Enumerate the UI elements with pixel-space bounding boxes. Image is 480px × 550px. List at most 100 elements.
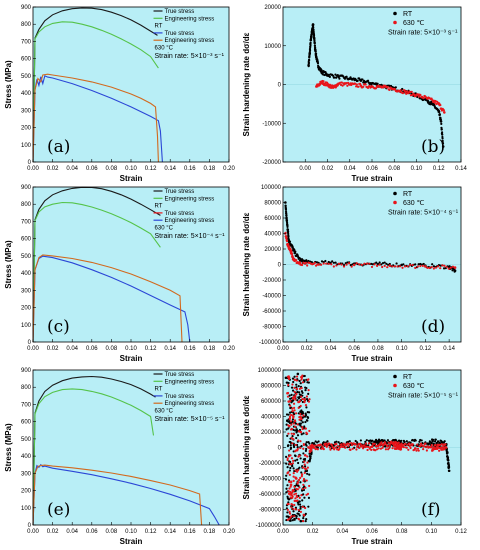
x-axis-label: True strain (352, 537, 393, 546)
data-point (292, 459, 295, 462)
data-point (446, 451, 449, 454)
data-point (413, 93, 416, 96)
x-tick-label: 0.12 (455, 529, 467, 535)
data-point (424, 442, 427, 445)
data-point (444, 446, 448, 449)
data-point (299, 413, 302, 416)
data-point (309, 44, 312, 47)
data-point (400, 442, 403, 445)
data-point (298, 514, 301, 517)
data-point (388, 88, 391, 92)
data-point (443, 448, 446, 451)
data-point (295, 392, 298, 396)
data-point (309, 45, 312, 48)
x-tick-label: 0.14 (455, 166, 467, 172)
data-point (285, 236, 288, 239)
y-axis-label: Strain hardening rate dσ/dε (242, 212, 251, 316)
data-point (290, 393, 293, 396)
x-tick-label: 0.20 (223, 529, 235, 535)
data-point (299, 519, 303, 523)
data-point (289, 397, 292, 400)
data-point (287, 381, 290, 385)
data-point (296, 495, 299, 499)
data-point (405, 446, 408, 449)
data-point (354, 443, 357, 446)
x-axis-label: Strain (120, 354, 143, 363)
x-tick-label: 0.04 (66, 166, 78, 172)
data-point (370, 262, 373, 265)
data-point (302, 432, 305, 435)
plot-area (33, 370, 229, 525)
y-axis-label: Strain hardening rate dσ/dε (242, 395, 251, 499)
data-point (430, 265, 433, 269)
data-point (313, 444, 316, 447)
y-tick-label: 800 (21, 202, 32, 208)
data-point (327, 442, 331, 445)
data-point (345, 75, 348, 78)
data-point (411, 263, 414, 267)
data-point (304, 506, 307, 510)
data-point (362, 447, 365, 450)
series-line-2 (32, 255, 191, 343)
data-point (331, 74, 335, 77)
data-point (303, 514, 306, 517)
data-point (447, 466, 451, 469)
plot-area (33, 187, 229, 342)
x-axis-label: True strain (352, 354, 393, 363)
data-point (291, 442, 294, 445)
x-tick-label: 0.10 (125, 346, 137, 352)
data-point (293, 518, 296, 521)
data-point (306, 472, 309, 475)
data-point (301, 473, 304, 476)
data-point (426, 266, 429, 269)
data-point (300, 387, 303, 390)
data-point (286, 511, 289, 514)
data-point (362, 85, 365, 88)
data-point (286, 434, 289, 437)
data-point (289, 404, 292, 407)
data-point (440, 131, 444, 134)
data-point (298, 391, 301, 394)
y-tick-label: -20000 (262, 278, 281, 284)
data-point (299, 481, 302, 484)
data-point (304, 420, 307, 424)
data-point (370, 448, 373, 451)
data-point (292, 402, 296, 405)
data-point (393, 265, 396, 268)
data-point (302, 519, 305, 523)
data-point (335, 76, 338, 79)
data-point (286, 466, 289, 469)
data-point (400, 439, 403, 442)
data-point (296, 458, 299, 461)
data-point (296, 390, 299, 394)
data-point (301, 426, 304, 429)
data-point (326, 440, 329, 443)
data-point (411, 443, 414, 446)
data-point (286, 508, 289, 511)
data-point (294, 489, 297, 492)
data-point (441, 137, 444, 140)
data-point (438, 110, 441, 113)
x-tick-label: 0.08 (396, 529, 408, 535)
data-point (441, 264, 444, 267)
data-point (291, 519, 294, 522)
data-point (292, 422, 296, 425)
y-tick-label: 300 (21, 471, 32, 477)
data-point (288, 517, 291, 520)
data-point (374, 449, 377, 452)
y-tick-label: 20000 (264, 247, 281, 253)
x-tick-label: 0.02 (307, 529, 319, 535)
chart-a: 0.00 0.02 0.04 0.06 0.08 0.10 0.12 0.14 0.16 0.18… (4, 5, 235, 183)
data-point (290, 436, 293, 440)
data-point (378, 263, 381, 266)
data-point (414, 266, 417, 269)
data-point (298, 454, 301, 457)
data-point (305, 387, 308, 390)
legend-group-label: RT (155, 387, 163, 393)
y-tick-label: 400000 (261, 415, 282, 421)
legend-label: True stress (165, 394, 195, 400)
data-point (291, 495, 294, 498)
y-axis-label: Strain hardening rate dσ/dε (242, 32, 251, 136)
data-point (291, 410, 294, 413)
